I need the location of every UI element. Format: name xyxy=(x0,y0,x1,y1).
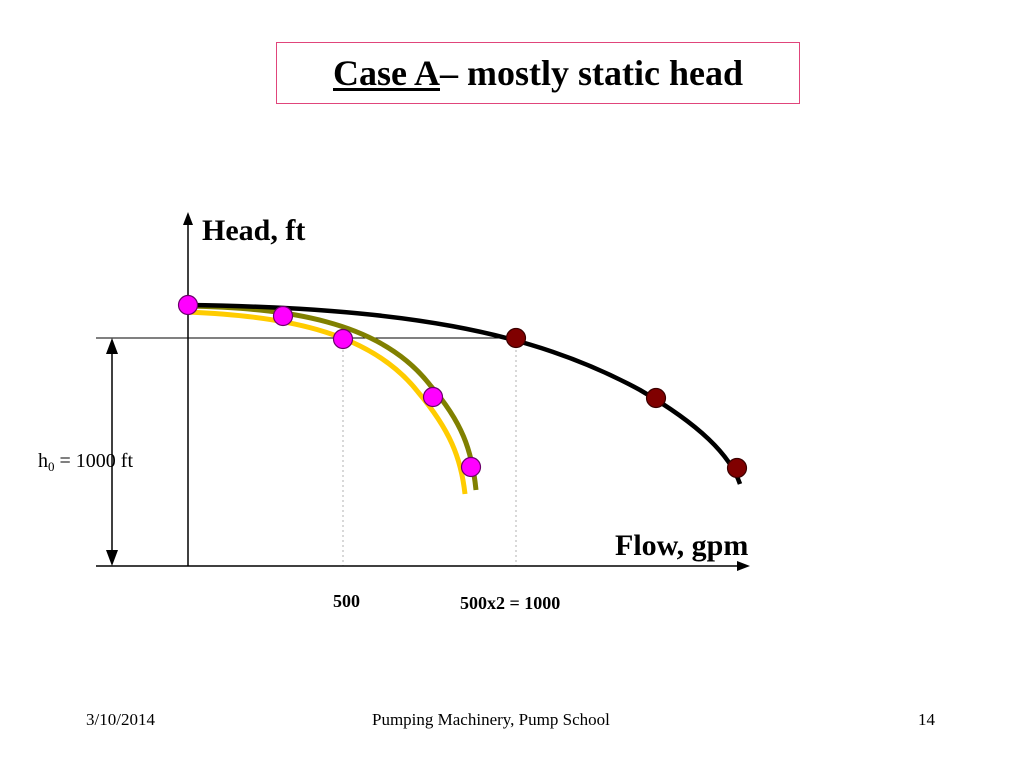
single-pump-curve-yellow xyxy=(187,309,468,495)
single-pump-point xyxy=(460,456,482,478)
single-pump-point xyxy=(332,328,354,350)
single-pump-curve-olive xyxy=(187,303,479,491)
parallel-pumps-point xyxy=(645,387,667,409)
footer-page-number: 14 xyxy=(918,710,935,729)
x-axis-arrowhead xyxy=(737,561,750,571)
single-pump-point xyxy=(272,305,294,327)
h0-arrow-top xyxy=(106,338,118,354)
h0-arrow-bottom xyxy=(106,550,118,566)
x-tick-500: 500 xyxy=(333,591,360,611)
single-pump-point xyxy=(177,294,199,316)
title-case-label: Case A xyxy=(333,53,440,93)
y-axis-label: Head, ft xyxy=(202,214,306,247)
h0-value: = 1000 ft xyxy=(54,450,134,472)
h0-label: h0 = 1000 ft xyxy=(38,450,134,474)
h0-symbol: h xyxy=(38,450,48,472)
parallel-pumps-point xyxy=(505,327,527,349)
parallel-pumps-point xyxy=(726,457,748,479)
parallel-pumps-curve xyxy=(187,302,743,485)
title-text: – mostly static head xyxy=(440,53,743,93)
y-axis-arrowhead xyxy=(183,212,193,225)
footer-title: Pumping Machinery, Pump School xyxy=(372,710,610,729)
h0-subscript: 0 xyxy=(48,459,55,474)
footer-date: 3/10/2014 xyxy=(86,710,155,729)
single-pump-point xyxy=(422,386,444,408)
x-axis-label: Flow, gpm xyxy=(615,529,749,562)
x-tick-1000: 500x2 = 1000 xyxy=(460,593,561,613)
slide-title: Case A – mostly static head xyxy=(276,42,800,104)
